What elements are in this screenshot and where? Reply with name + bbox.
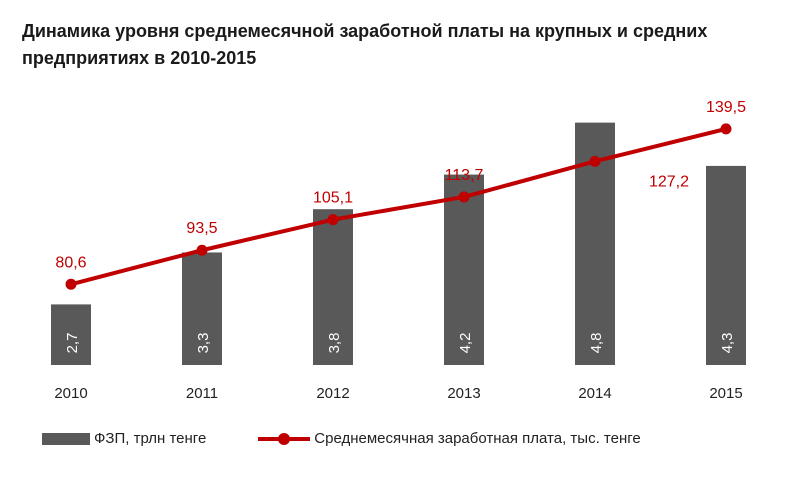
bar-label-2010: 2,7	[64, 333, 81, 354]
x-tick-2012: 2012	[316, 385, 349, 402]
line-series	[70, 126, 727, 287]
line-point-2011	[196, 244, 208, 256]
x-tick-2014: 2014	[578, 385, 611, 402]
legend-label-line: Среднемесячная заработная плата, тыс. те…	[314, 430, 641, 447]
bar-2013	[444, 174, 484, 365]
chart-title: Динамика уровня среднемесячной заработно…	[22, 21, 708, 68]
line-label-2012: 105,1	[313, 190, 353, 207]
bar-2015	[706, 165, 746, 365]
bar-label-2011: 3,3	[195, 333, 212, 354]
legend-item-bars: ФЗП, трлн тенге	[42, 430, 206, 447]
bar-2010	[51, 304, 91, 365]
legend-label-bars: ФЗП, трлн тенге	[94, 430, 207, 447]
line-point-2014	[589, 155, 601, 167]
legend: ФЗП, трлн тенге Среднемесячная заработна…	[42, 430, 693, 447]
line-label-2014: 127,2	[649, 173, 689, 190]
line-point-2015	[720, 123, 732, 135]
line-label-2015: 139,5	[706, 99, 746, 116]
x-tick-2011: 2011	[186, 385, 218, 402]
bar-label-2013: 4,2	[457, 333, 474, 354]
line-point-2012	[327, 214, 339, 226]
x-tick-2013: 2013	[447, 385, 480, 402]
line-point-2013	[458, 191, 470, 203]
legend-swatch-line	[258, 432, 311, 445]
legend-item-line: Среднемесячная заработная плата, тыс. те…	[258, 430, 641, 447]
line-label-2010: 80,6	[55, 254, 86, 271]
legend-swatch-bar	[42, 432, 90, 445]
x-tick-2010: 2010	[54, 385, 87, 402]
line-point-2010	[65, 278, 77, 290]
x-tick-2015: 2015	[709, 385, 742, 402]
bar-label-2014: 4,8	[588, 333, 605, 354]
bar-label-2012: 3,8	[326, 333, 343, 354]
line-label-2013: 113,7	[445, 167, 484, 184]
bar-2011	[182, 252, 222, 365]
bar-label-2015: 4,3	[719, 333, 736, 354]
line-label-2011: 93,5	[186, 220, 217, 237]
bar-2012	[313, 209, 353, 365]
